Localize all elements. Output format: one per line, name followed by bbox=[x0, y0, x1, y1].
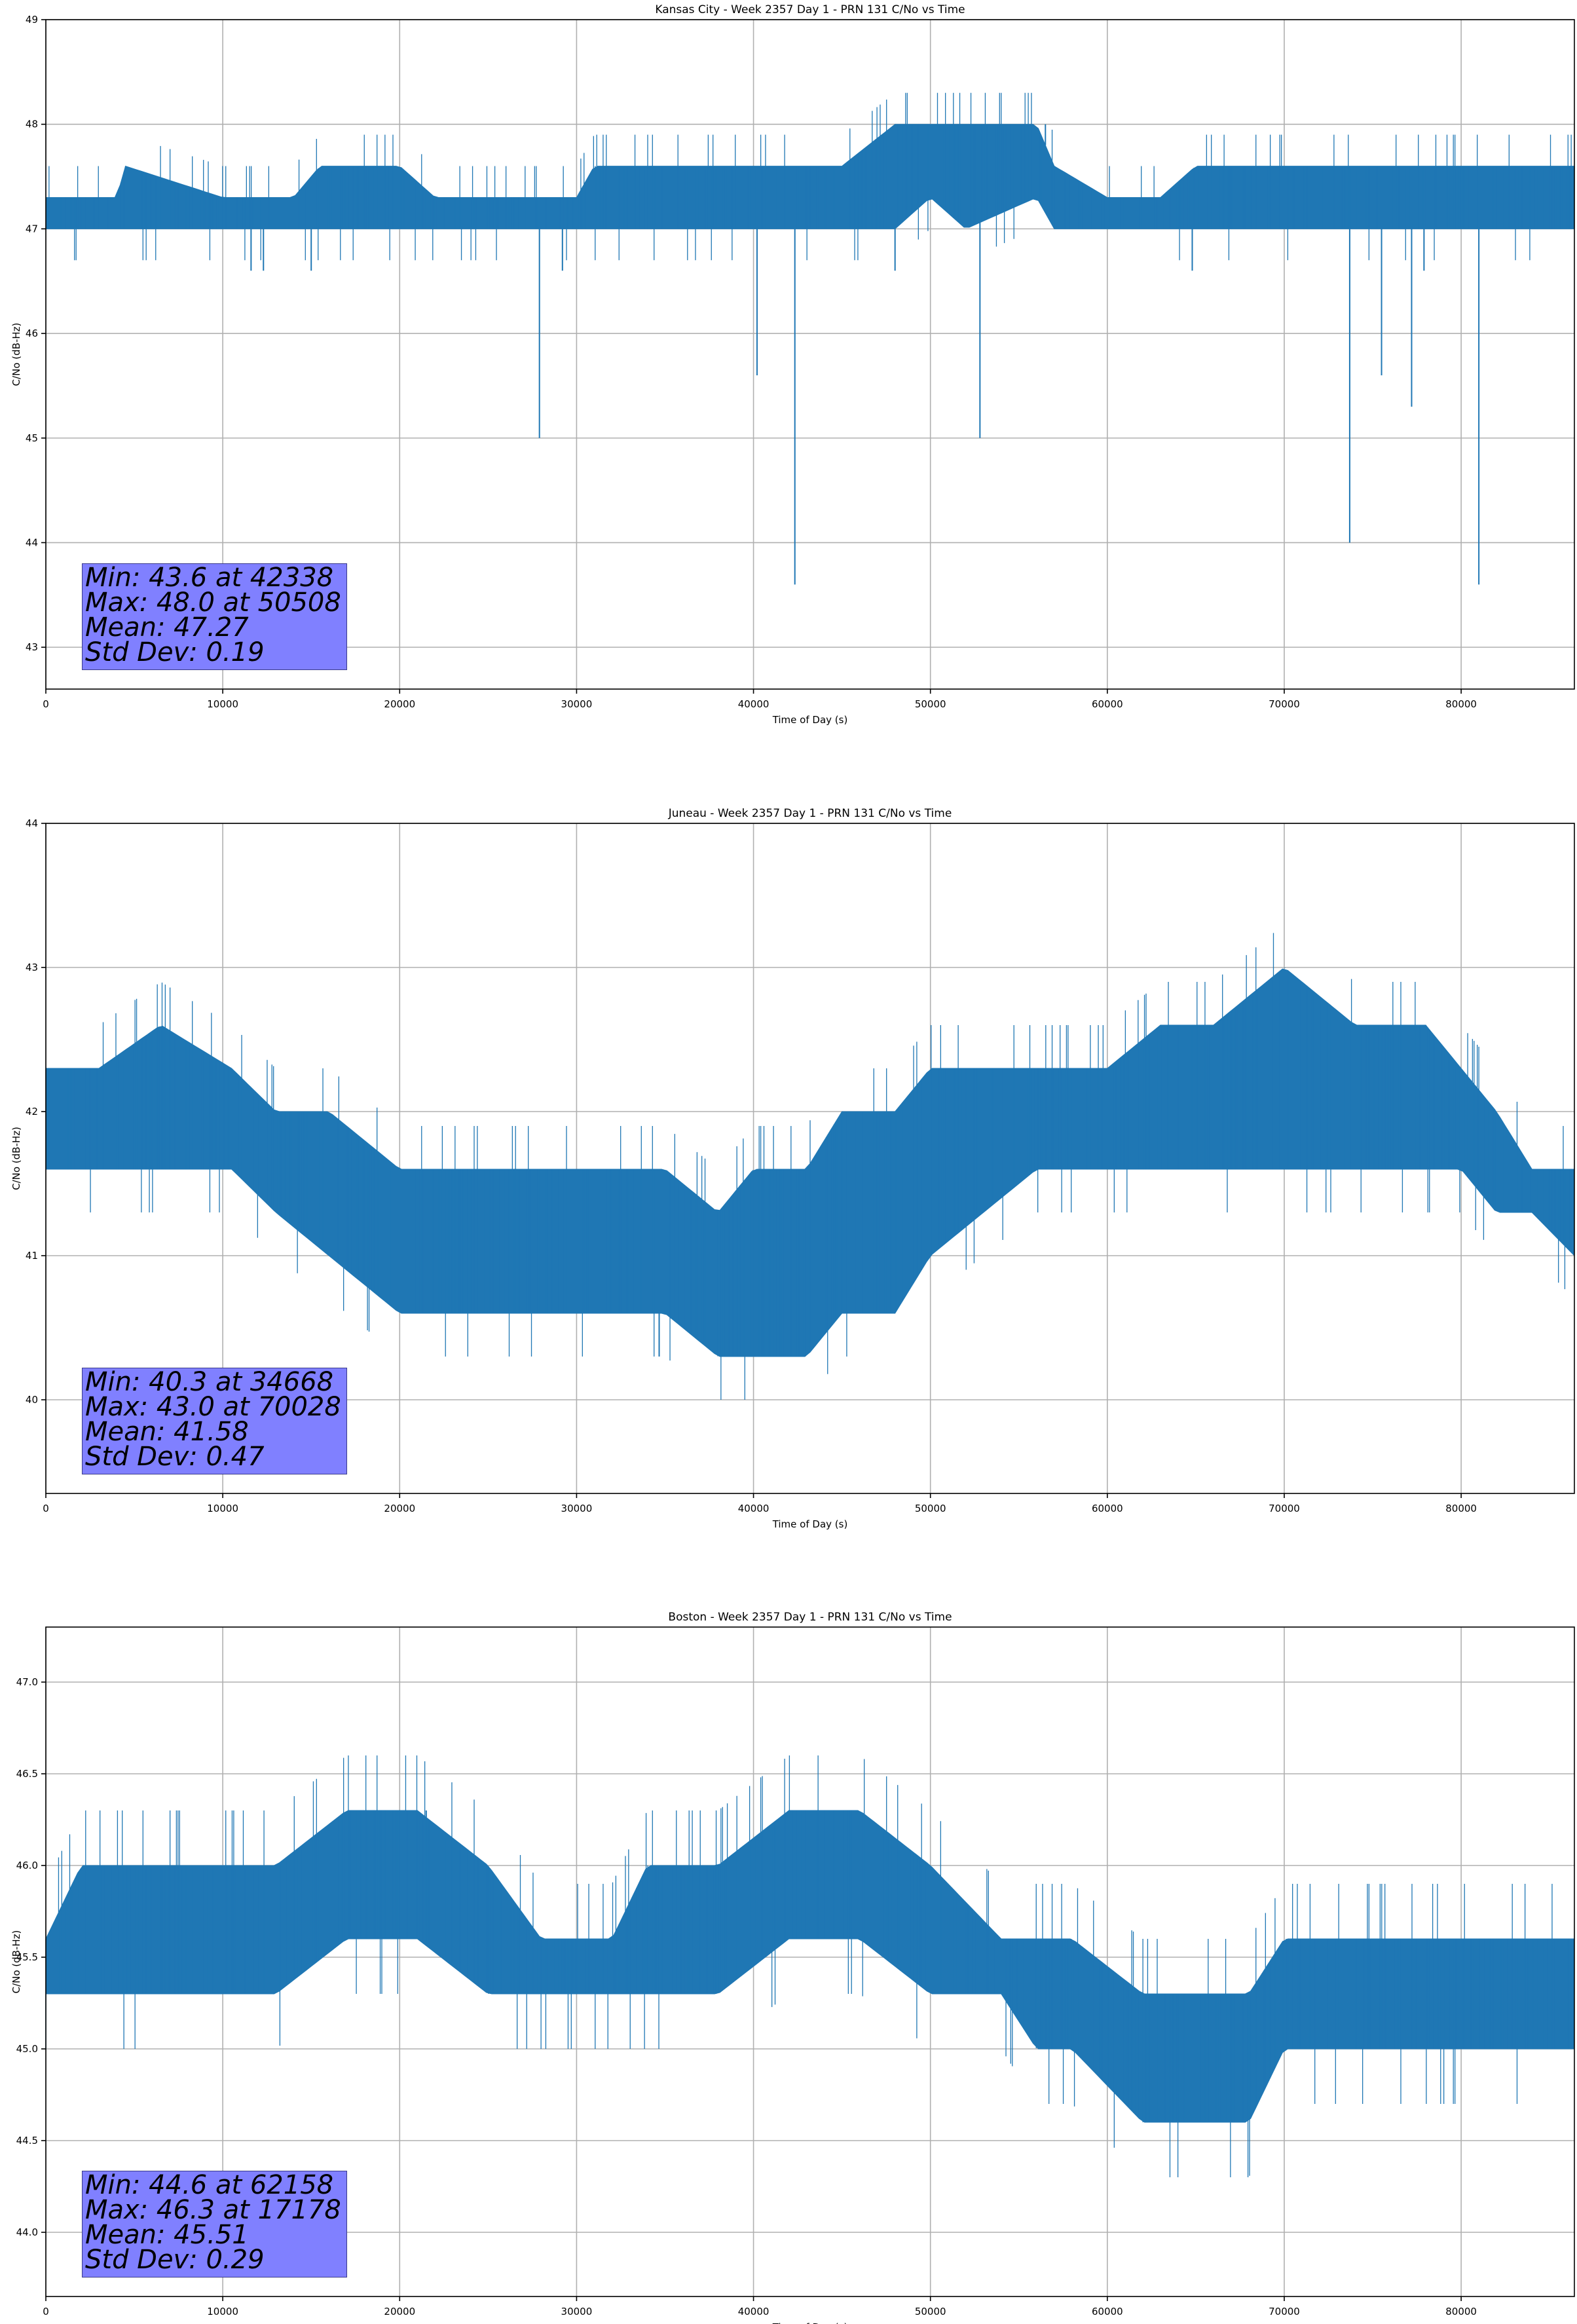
stats-line: Std Dev: 0.19 bbox=[85, 637, 265, 667]
x-tick-label: 10000 bbox=[207, 1503, 238, 1514]
x-tick-label: 0 bbox=[43, 1503, 49, 1514]
chart-title: Boston - Week 2357 Day 1 - PRN 131 C/No … bbox=[668, 1611, 952, 1624]
y-axis-label: C/No (dB-Hz) bbox=[10, 1930, 22, 1994]
stats-box: Min: 44.6 at 62158 Max: 46.3 at 17178 Mean… bbox=[82, 2171, 347, 2277]
x-tick-label: 80000 bbox=[1445, 698, 1477, 710]
x-tick-label: 60000 bbox=[1092, 2306, 1123, 2317]
y-tick-label: 41 bbox=[26, 1250, 38, 1262]
y-tick-label: 45.5 bbox=[16, 1951, 38, 1963]
y-axis-label: C/No (dB-Hz) bbox=[10, 1127, 22, 1190]
x-axis-label: Time of Day (s) bbox=[772, 1518, 848, 1530]
chart-title: Kansas City - Week 2357 Day 1 - PRN 131 … bbox=[655, 3, 965, 16]
y-tick-label: 43 bbox=[26, 962, 38, 973]
y-tick-label: 48 bbox=[26, 119, 38, 130]
stats-line: Max: 43.0 at 70028 bbox=[85, 1392, 341, 1422]
chart-title: Juneau - Week 2357 Day 1 - PRN 131 C/No … bbox=[668, 807, 952, 820]
x-tick-label: 50000 bbox=[915, 1503, 946, 1514]
stats-line: Min: 40.3 at 34668 bbox=[85, 1367, 334, 1397]
x-tick-label: 30000 bbox=[561, 698, 593, 710]
y-tick-label: 46.0 bbox=[16, 1860, 38, 1871]
x-tick-label: 30000 bbox=[561, 2306, 593, 2317]
y-tick-label: 46 bbox=[26, 328, 38, 339]
y-tick-label: 44 bbox=[26, 536, 38, 548]
y-tick-label: 43 bbox=[26, 641, 38, 653]
y-tick-label: 46.5 bbox=[16, 1768, 38, 1780]
stats-line: Min: 44.6 at 62158 bbox=[85, 2170, 334, 2200]
x-tick-label: 10000 bbox=[207, 698, 238, 710]
x-tick-label: 40000 bbox=[738, 698, 770, 710]
x-tick-label: 40000 bbox=[738, 1503, 770, 1514]
axes-frame bbox=[45, 823, 1575, 1494]
x-axis-label: Time of Day (s) bbox=[772, 714, 848, 726]
series-band bbox=[45, 1810, 1575, 2123]
axes-frame bbox=[45, 19, 1575, 690]
x-tick-label: 20000 bbox=[384, 698, 415, 710]
stats-line: Std Dev: 0.29 bbox=[85, 2245, 265, 2275]
x-tick-label: 70000 bbox=[1269, 1503, 1300, 1514]
y-tick-label: 47.0 bbox=[16, 1676, 38, 1688]
x-tick-label: 60000 bbox=[1092, 1503, 1123, 1514]
x-tick-label: 10000 bbox=[207, 2306, 238, 2317]
x-tick-label: 80000 bbox=[1445, 1503, 1477, 1514]
y-tick-label: 44.0 bbox=[16, 2226, 38, 2238]
x-tick-label: 70000 bbox=[1269, 2306, 1300, 2317]
y-tick-label: 47 bbox=[26, 223, 38, 234]
chart-panel-1: 0 10000 20000 30000 40000 50000 60000 70000 8000… bbox=[10, 3, 1575, 726]
stats-line: Max: 46.3 at 17178 bbox=[85, 2195, 341, 2225]
x-tick-label: 30000 bbox=[561, 1503, 593, 1514]
stats-box: Min: 40.3 at 34668 Max: 43.0 at 70028 Mean… bbox=[82, 1368, 347, 1474]
x-tick-label: 50000 bbox=[915, 2306, 946, 2317]
y-tick-label: 45 bbox=[26, 432, 38, 444]
chart-panel-2: 0 10000 20000 30000 40000 50000 60000 70000 8000… bbox=[10, 807, 1575, 1530]
x-tick-label: 50000 bbox=[915, 698, 946, 710]
x-tick-label: 40000 bbox=[738, 2306, 770, 2317]
x-tick-label: 20000 bbox=[384, 1503, 415, 1514]
x-tick-label: 0 bbox=[43, 698, 49, 710]
stats-box: Min: 43.6 at 42338 Max: 48.0 at 50508 Mean… bbox=[82, 563, 347, 670]
x-axis-label: Time of Day (s) bbox=[772, 2321, 848, 2324]
stats-line: Mean: 41.58 bbox=[85, 1417, 249, 1447]
x-tick-label: 20000 bbox=[384, 2306, 415, 2317]
y-tick-label: 45.0 bbox=[16, 2043, 38, 2055]
x-tick-label: 80000 bbox=[1445, 2306, 1477, 2317]
y-tick-label: 49 bbox=[26, 14, 38, 26]
y-tick-label: 44 bbox=[26, 817, 38, 829]
x-tick-label: 0 bbox=[43, 2306, 49, 2317]
stats-line: Mean: 45.51 bbox=[85, 2220, 249, 2250]
stats-line: Min: 43.6 at 42338 bbox=[85, 563, 334, 593]
x-tick-label: 70000 bbox=[1269, 698, 1300, 710]
stats-line: Max: 48.0 at 50508 bbox=[85, 588, 341, 618]
y-tick-label: 42 bbox=[26, 1106, 38, 1117]
x-tick-label: 60000 bbox=[1092, 698, 1123, 710]
stats-line: Std Dev: 0.47 bbox=[85, 1442, 265, 1472]
axes-frame bbox=[45, 1626, 1575, 2297]
y-axis-label: C/No (dB-Hz) bbox=[10, 323, 22, 386]
stats-line: Mean: 47.27 bbox=[85, 612, 249, 643]
y-tick-label: 44.5 bbox=[16, 2135, 38, 2146]
y-tick-label: 40 bbox=[26, 1394, 38, 1406]
